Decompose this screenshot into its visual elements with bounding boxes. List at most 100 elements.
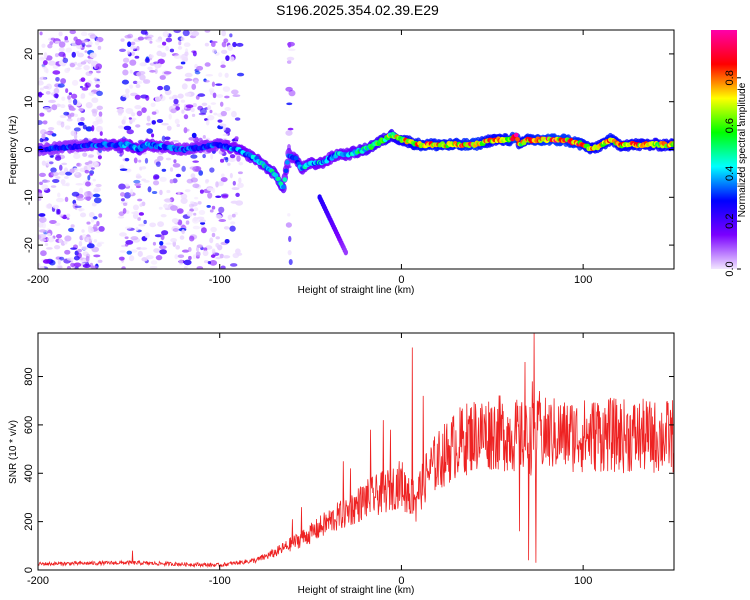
- spectrogram-speckle: [166, 125, 172, 131]
- spectrogram-speckle: [173, 98, 179, 105]
- spectrogram-speckle: [218, 72, 223, 78]
- spectrogram-speckle: [60, 78, 67, 84]
- spectrogram-speckle: [126, 250, 133, 255]
- spectrogram-speckle: [184, 72, 193, 78]
- spectrogram-speckle: [210, 41, 216, 48]
- spectrogram-speckle: [53, 244, 61, 250]
- spectrogram-speckle: [78, 187, 84, 194]
- spectrogram-speckle: [39, 87, 44, 91]
- spectrogram-speckle: [206, 204, 211, 208]
- spectrogram-speckle: [220, 64, 226, 68]
- spectrogram-speckle: [135, 185, 141, 189]
- spectrogram-speckle: [91, 108, 98, 114]
- spectrogram-speckle: [143, 219, 147, 225]
- spectrogram-speckle: [64, 249, 71, 255]
- spectrogram-speckle: [185, 104, 194, 109]
- ridge-core: [282, 177, 288, 182]
- spectrogram-speckle: [127, 41, 132, 48]
- spectrogram-speckle: [212, 92, 217, 99]
- spectrogram-speckle: [45, 55, 53, 61]
- spectrogram-speckle: [53, 93, 59, 98]
- spectrogram-speckle: [50, 37, 56, 41]
- spectrogram-speckle: [181, 83, 188, 90]
- spectrogram-speckle: [59, 213, 64, 217]
- spectrogram-speckle: [95, 63, 103, 70]
- spectrogram-speckle: [192, 183, 200, 189]
- spectrogram-speckle: [149, 222, 157, 228]
- spectrogram-speckle: [198, 219, 207, 223]
- spectrogram-speckle: [159, 240, 164, 246]
- spectrogram-x-label: Height of straight line (km): [298, 285, 415, 296]
- spectrogram-speckle: [75, 162, 82, 167]
- spectrogram-speckle: [133, 211, 139, 216]
- spectrogram-speckle: [193, 216, 198, 222]
- spectrogram-speckle: [91, 246, 100, 253]
- spectrogram-speckle: [151, 111, 157, 115]
- spectrogram-speckle: [231, 213, 236, 218]
- spectrogram-speckle: [286, 60, 292, 64]
- spectrogram-speckle: [98, 111, 103, 117]
- spectrogram-speckle: [120, 198, 125, 202]
- snr-frame: [37, 332, 675, 571]
- spectrogram-speckle: [191, 83, 197, 90]
- spectrogram-speckle: [144, 232, 150, 239]
- spectrogram-speckle: [177, 254, 185, 259]
- spectrogram-speckle: [66, 265, 71, 269]
- spectrogram-speckle: [172, 178, 178, 184]
- spectrogram-speckle: [232, 180, 236, 186]
- spectrogram-speckle: [134, 55, 140, 59]
- ridge-core: [276, 176, 281, 182]
- spectrogram-speckle: [200, 221, 206, 225]
- spectrogram-speckle: [93, 239, 98, 243]
- snr-y-tick-label: 800: [23, 367, 35, 385]
- spectrogram-speckle: [159, 75, 166, 80]
- spectrogram-speckle: [72, 98, 78, 106]
- spectrogram-speckle: [68, 92, 72, 96]
- spectrogram-speckle: [156, 50, 163, 57]
- spectrogram-speckle: [198, 209, 206, 215]
- spectrogram-speckle: [130, 119, 136, 123]
- spectrogram-speckle: [119, 250, 126, 253]
- spectrogram-speckle: [162, 31, 169, 38]
- spectrogram-speckle: [190, 154, 198, 159]
- spectrogram-speckle: [218, 206, 225, 214]
- spectrogram-speckle: [93, 197, 102, 204]
- spectrogram-x-tick-label: -200: [27, 274, 49, 286]
- spectrogram-speckle: [42, 259, 51, 264]
- spectrogram-x-tick-label: 0: [398, 274, 404, 286]
- spectrogram-speckle: [157, 58, 165, 65]
- spectrogram-speckle: [184, 51, 189, 57]
- spectrogram-speckle: [140, 247, 148, 250]
- spectrogram-speckle: [202, 153, 206, 159]
- spectrogram-speckle: [135, 175, 142, 179]
- spectrogram-speckle: [163, 85, 171, 91]
- spectrogram-speckle: [118, 211, 125, 217]
- spectrogram-speckle: [141, 257, 148, 262]
- spectrogram-speckle: [59, 114, 67, 119]
- spectrogram-speckle: [84, 82, 92, 88]
- spectrogram-speckle: [234, 136, 239, 141]
- spectrogram-speckle: [135, 124, 141, 128]
- spectrogram-speckle: [159, 95, 166, 102]
- spectrogram-speckle: [219, 253, 224, 259]
- spectrogram-speckle: [54, 155, 62, 161]
- spectrogram-speckle: [88, 154, 95, 158]
- spectrogram-speckle: [181, 229, 185, 235]
- spectrogram-speckle: [182, 30, 190, 37]
- spectrogram-speckle: [38, 229, 47, 233]
- spectrogram-speckle: [95, 125, 103, 133]
- spectrogram-speckle: [133, 157, 138, 164]
- spectrogram-speckle: [52, 65, 59, 70]
- spectrogram-speckle: [222, 133, 228, 137]
- spectrogram-speckle: [221, 173, 225, 178]
- spectrogram-speckle: [130, 249, 138, 253]
- spectrogram-speckle: [188, 203, 195, 208]
- spectrogram-speckle: [58, 47, 65, 52]
- spectrogram-speckle: [73, 113, 79, 117]
- spectrogram-speckle: [215, 83, 223, 86]
- spectrogram-speckle: [137, 36, 145, 41]
- spectrogram-speckle: [76, 197, 85, 201]
- spectrogram-speckle: [156, 118, 164, 123]
